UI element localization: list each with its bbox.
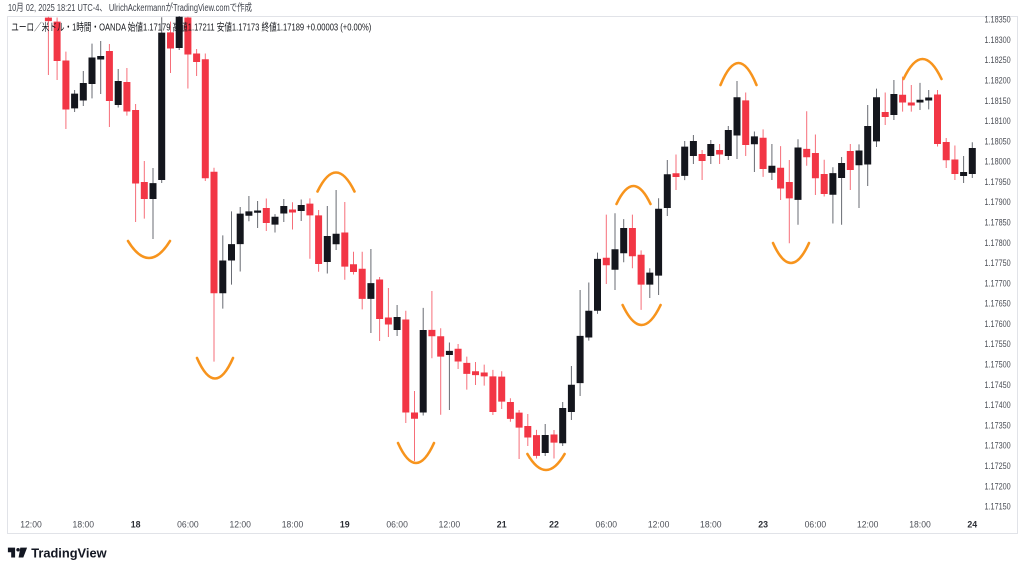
svg-text:18:00: 18:00: [73, 520, 95, 530]
svg-text:1.17700: 1.17700: [985, 278, 1011, 288]
svg-text:12:00: 12:00: [20, 520, 42, 530]
svg-text:ユーロ／米ドル・1時間・OANDA 始値1.17179: ユーロ／米ドル・1時間・OANDA 始値1.17179 高値1.17211 安値…: [11, 21, 371, 34]
svg-text:1.18000: 1.18000: [985, 157, 1011, 167]
svg-text:1.18300: 1.18300: [985, 35, 1011, 45]
svg-text:1.17550: 1.17550: [985, 339, 1011, 349]
svg-text:12:00: 12:00: [857, 520, 879, 530]
svg-text:06:00: 06:00: [386, 520, 408, 530]
svg-text:1.18150: 1.18150: [985, 96, 1011, 106]
svg-text:1.17750: 1.17750: [985, 258, 1011, 268]
svg-text:1.17800: 1.17800: [985, 238, 1011, 248]
svg-text:12:00: 12:00: [648, 520, 670, 530]
svg-text:22: 22: [549, 520, 559, 530]
svg-text:1.18200: 1.18200: [985, 76, 1011, 86]
svg-text:1.18100: 1.18100: [985, 116, 1011, 126]
svg-text:23: 23: [758, 520, 768, 530]
svg-text:1.17150: 1.17150: [985, 502, 1011, 512]
svg-text:06:00: 06:00: [596, 520, 618, 530]
svg-text:1.17900: 1.17900: [985, 197, 1011, 207]
svg-text:1.17950: 1.17950: [985, 177, 1011, 187]
svg-text:24: 24: [967, 520, 977, 530]
svg-text:12:00: 12:00: [439, 520, 461, 530]
svg-text:1.17850: 1.17850: [985, 218, 1011, 228]
svg-text:1.17250: 1.17250: [985, 461, 1011, 471]
svg-text:18: 18: [131, 520, 141, 530]
svg-text:1.18350: 1.18350: [985, 15, 1011, 25]
svg-text:1.17450: 1.17450: [985, 380, 1011, 390]
svg-text:1.17600: 1.17600: [985, 319, 1011, 329]
svg-text:18:00: 18:00: [700, 520, 722, 530]
svg-text:18:00: 18:00: [282, 520, 304, 530]
svg-text:1.17200: 1.17200: [985, 481, 1011, 491]
svg-text:18:00: 18:00: [909, 520, 931, 530]
svg-text:21: 21: [497, 520, 507, 530]
svg-text:TradingView: TradingView: [31, 545, 107, 560]
svg-text:1.18250: 1.18250: [985, 55, 1011, 65]
svg-text:1.17650: 1.17650: [985, 299, 1011, 309]
svg-text:1.17300: 1.17300: [985, 441, 1011, 451]
svg-text:1.17500: 1.17500: [985, 360, 1011, 370]
svg-text:06:00: 06:00: [805, 520, 827, 530]
svg-text:1.17400: 1.17400: [985, 400, 1011, 410]
svg-text:19: 19: [340, 520, 350, 530]
svg-text:1.17350: 1.17350: [985, 420, 1011, 430]
svg-text:12:00: 12:00: [229, 520, 251, 530]
svg-text:06:00: 06:00: [177, 520, 199, 530]
svg-text:10月 02, 2025 18:21 UTC-4、 Ulri: 10月 02, 2025 18:21 UTC-4、 UlrichAckerman…: [8, 1, 252, 14]
svg-text:1.18050: 1.18050: [985, 136, 1011, 146]
